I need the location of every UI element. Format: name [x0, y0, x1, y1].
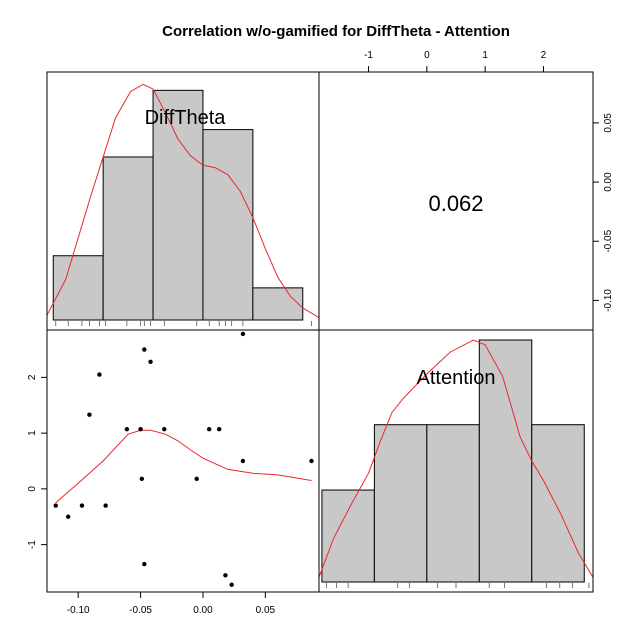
- scatter-point: [194, 476, 199, 482]
- scatter-point: [142, 561, 147, 567]
- histogram-bar: [478, 339, 533, 583]
- panel-frame: [318, 329, 594, 593]
- y-axis-tick-label: -1: [27, 540, 38, 549]
- histogram-bar: [102, 156, 154, 321]
- histogram-bar: [426, 424, 480, 583]
- diagonal-label: DiffTheta: [145, 107, 227, 129]
- density-curve: [318, 339, 594, 578]
- histogram-bar: [202, 129, 254, 321]
- right-axis-tick-label: -0.05: [603, 229, 614, 252]
- scatter-point: [97, 372, 102, 377]
- scatter-point: [240, 331, 246, 337]
- scatter-point: [309, 458, 314, 464]
- scatter-point: [124, 427, 130, 432]
- scatter-point: [229, 582, 234, 587]
- right-axis-tick-label: 0.05: [603, 113, 614, 133]
- scatter-point: [87, 412, 92, 417]
- top-axis-tick-label: 0: [424, 50, 430, 61]
- smooth-line: [55, 429, 312, 504]
- top-axis-tick-label: 2: [541, 50, 547, 61]
- y-axis-tick-label: 0: [27, 486, 38, 492]
- top-axis-tick-label: -1: [364, 50, 373, 61]
- scatter-point: [148, 359, 153, 364]
- x-axis-tick-label: 0.00: [193, 605, 213, 616]
- scatter-point: [138, 427, 143, 432]
- density-curve: [46, 83, 320, 319]
- scatter-point: [139, 476, 145, 482]
- scatter-point: [66, 514, 71, 519]
- scatter-point: [142, 347, 147, 352]
- top-axis-tick-label: 1: [482, 50, 488, 61]
- right-axis-tick-label: 0.00: [603, 172, 614, 192]
- scatter-point: [240, 458, 246, 464]
- scatter-point: [207, 427, 212, 432]
- y-axis-tick-label: 1: [27, 430, 38, 436]
- histogram-bar: [531, 424, 585, 583]
- diagonal-label: Attention: [417, 367, 496, 389]
- x-axis-tick-label: -0.10: [67, 605, 90, 616]
- scatter-point: [79, 503, 85, 508]
- scatter-point: [162, 427, 167, 432]
- scatter-point: [103, 503, 108, 508]
- x-axis-tick-label: 0.05: [256, 605, 276, 616]
- scatter-point: [53, 503, 58, 508]
- histogram-bar: [321, 489, 375, 583]
- histogram-bar: [373, 424, 428, 583]
- scatter-point: [223, 573, 228, 578]
- correlation-value: 0.062: [428, 191, 483, 216]
- right-axis-tick-label: -0.10: [603, 289, 614, 312]
- histogram-bar: [252, 287, 304, 321]
- y-axis-tick-label: 2: [27, 374, 38, 380]
- chart-title: Correlation w/o-gamified for DiffTheta -…: [162, 23, 510, 40]
- histogram-bar: [152, 89, 204, 321]
- histogram-bar: [52, 255, 104, 321]
- panel-frame: [46, 329, 320, 593]
- x-axis-tick-label: -0.05: [129, 605, 152, 616]
- scatter-point: [216, 427, 222, 432]
